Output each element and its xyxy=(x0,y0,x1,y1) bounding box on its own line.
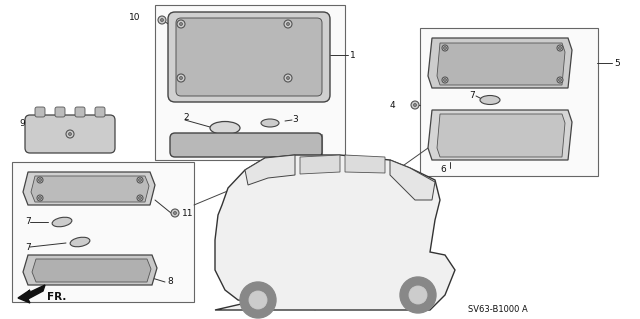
Bar xyxy=(253,52,283,74)
Circle shape xyxy=(38,179,42,182)
Circle shape xyxy=(411,101,419,109)
Ellipse shape xyxy=(70,237,90,247)
Circle shape xyxy=(557,77,563,83)
Bar xyxy=(218,52,248,74)
Ellipse shape xyxy=(210,122,240,135)
Polygon shape xyxy=(345,155,385,173)
FancyBboxPatch shape xyxy=(75,107,85,117)
Circle shape xyxy=(351,157,359,165)
FancyBboxPatch shape xyxy=(25,115,115,153)
Circle shape xyxy=(161,19,163,21)
Circle shape xyxy=(444,47,447,49)
Text: 8: 8 xyxy=(167,278,173,286)
Polygon shape xyxy=(390,160,435,200)
Circle shape xyxy=(287,77,289,79)
Bar xyxy=(490,48,545,80)
Circle shape xyxy=(138,197,141,199)
Circle shape xyxy=(66,130,74,138)
Circle shape xyxy=(400,277,436,313)
Text: 2: 2 xyxy=(183,114,189,122)
Circle shape xyxy=(179,23,182,26)
Circle shape xyxy=(38,197,42,199)
Bar xyxy=(155,5,345,160)
Circle shape xyxy=(177,74,185,82)
Ellipse shape xyxy=(480,95,500,105)
Text: 6: 6 xyxy=(440,166,445,174)
Text: 7: 7 xyxy=(25,243,31,253)
Polygon shape xyxy=(32,259,151,282)
Polygon shape xyxy=(215,155,455,310)
Ellipse shape xyxy=(52,217,72,227)
FancyBboxPatch shape xyxy=(55,107,65,117)
Circle shape xyxy=(559,47,561,49)
Bar xyxy=(12,162,194,302)
Circle shape xyxy=(173,211,177,214)
Circle shape xyxy=(37,177,43,183)
Circle shape xyxy=(37,195,43,201)
Text: FR.: FR. xyxy=(47,292,67,302)
Polygon shape xyxy=(437,43,565,85)
Circle shape xyxy=(557,45,563,51)
Circle shape xyxy=(413,103,417,107)
Text: 10: 10 xyxy=(129,13,140,23)
FancyBboxPatch shape xyxy=(170,133,322,157)
Polygon shape xyxy=(245,155,295,185)
Circle shape xyxy=(177,20,185,28)
FancyBboxPatch shape xyxy=(95,107,105,117)
FancyBboxPatch shape xyxy=(35,107,45,117)
Bar xyxy=(420,28,598,176)
Text: 1: 1 xyxy=(350,50,356,60)
Circle shape xyxy=(137,195,143,201)
Bar xyxy=(253,25,283,47)
Circle shape xyxy=(442,77,448,83)
Text: 9: 9 xyxy=(19,118,25,128)
Circle shape xyxy=(284,20,292,28)
Circle shape xyxy=(137,177,143,183)
Ellipse shape xyxy=(261,119,279,127)
Polygon shape xyxy=(18,285,45,303)
Circle shape xyxy=(240,282,276,318)
Circle shape xyxy=(171,209,179,217)
Polygon shape xyxy=(23,255,157,285)
Circle shape xyxy=(284,74,292,82)
Text: 3: 3 xyxy=(292,115,298,124)
Text: 4: 4 xyxy=(389,100,395,109)
Circle shape xyxy=(158,16,166,24)
Polygon shape xyxy=(437,114,565,157)
Polygon shape xyxy=(23,172,155,205)
Text: 11: 11 xyxy=(182,209,193,218)
Circle shape xyxy=(442,45,448,51)
FancyBboxPatch shape xyxy=(176,18,322,96)
Polygon shape xyxy=(300,155,340,174)
Circle shape xyxy=(138,179,141,182)
Circle shape xyxy=(249,291,267,309)
Circle shape xyxy=(326,158,334,166)
Circle shape xyxy=(287,23,289,26)
Polygon shape xyxy=(31,176,149,202)
Text: 7: 7 xyxy=(469,91,475,100)
Text: 7: 7 xyxy=(25,218,31,226)
FancyBboxPatch shape xyxy=(168,12,330,102)
Bar xyxy=(218,25,248,47)
Circle shape xyxy=(409,286,427,304)
Circle shape xyxy=(179,77,182,79)
Circle shape xyxy=(559,78,561,81)
Polygon shape xyxy=(428,110,572,160)
Circle shape xyxy=(68,132,72,136)
Text: SV63-B1000 A: SV63-B1000 A xyxy=(468,306,528,315)
Bar xyxy=(183,52,213,74)
Polygon shape xyxy=(428,38,572,88)
Circle shape xyxy=(444,78,447,81)
Bar xyxy=(183,25,213,47)
Text: 5: 5 xyxy=(614,58,620,68)
